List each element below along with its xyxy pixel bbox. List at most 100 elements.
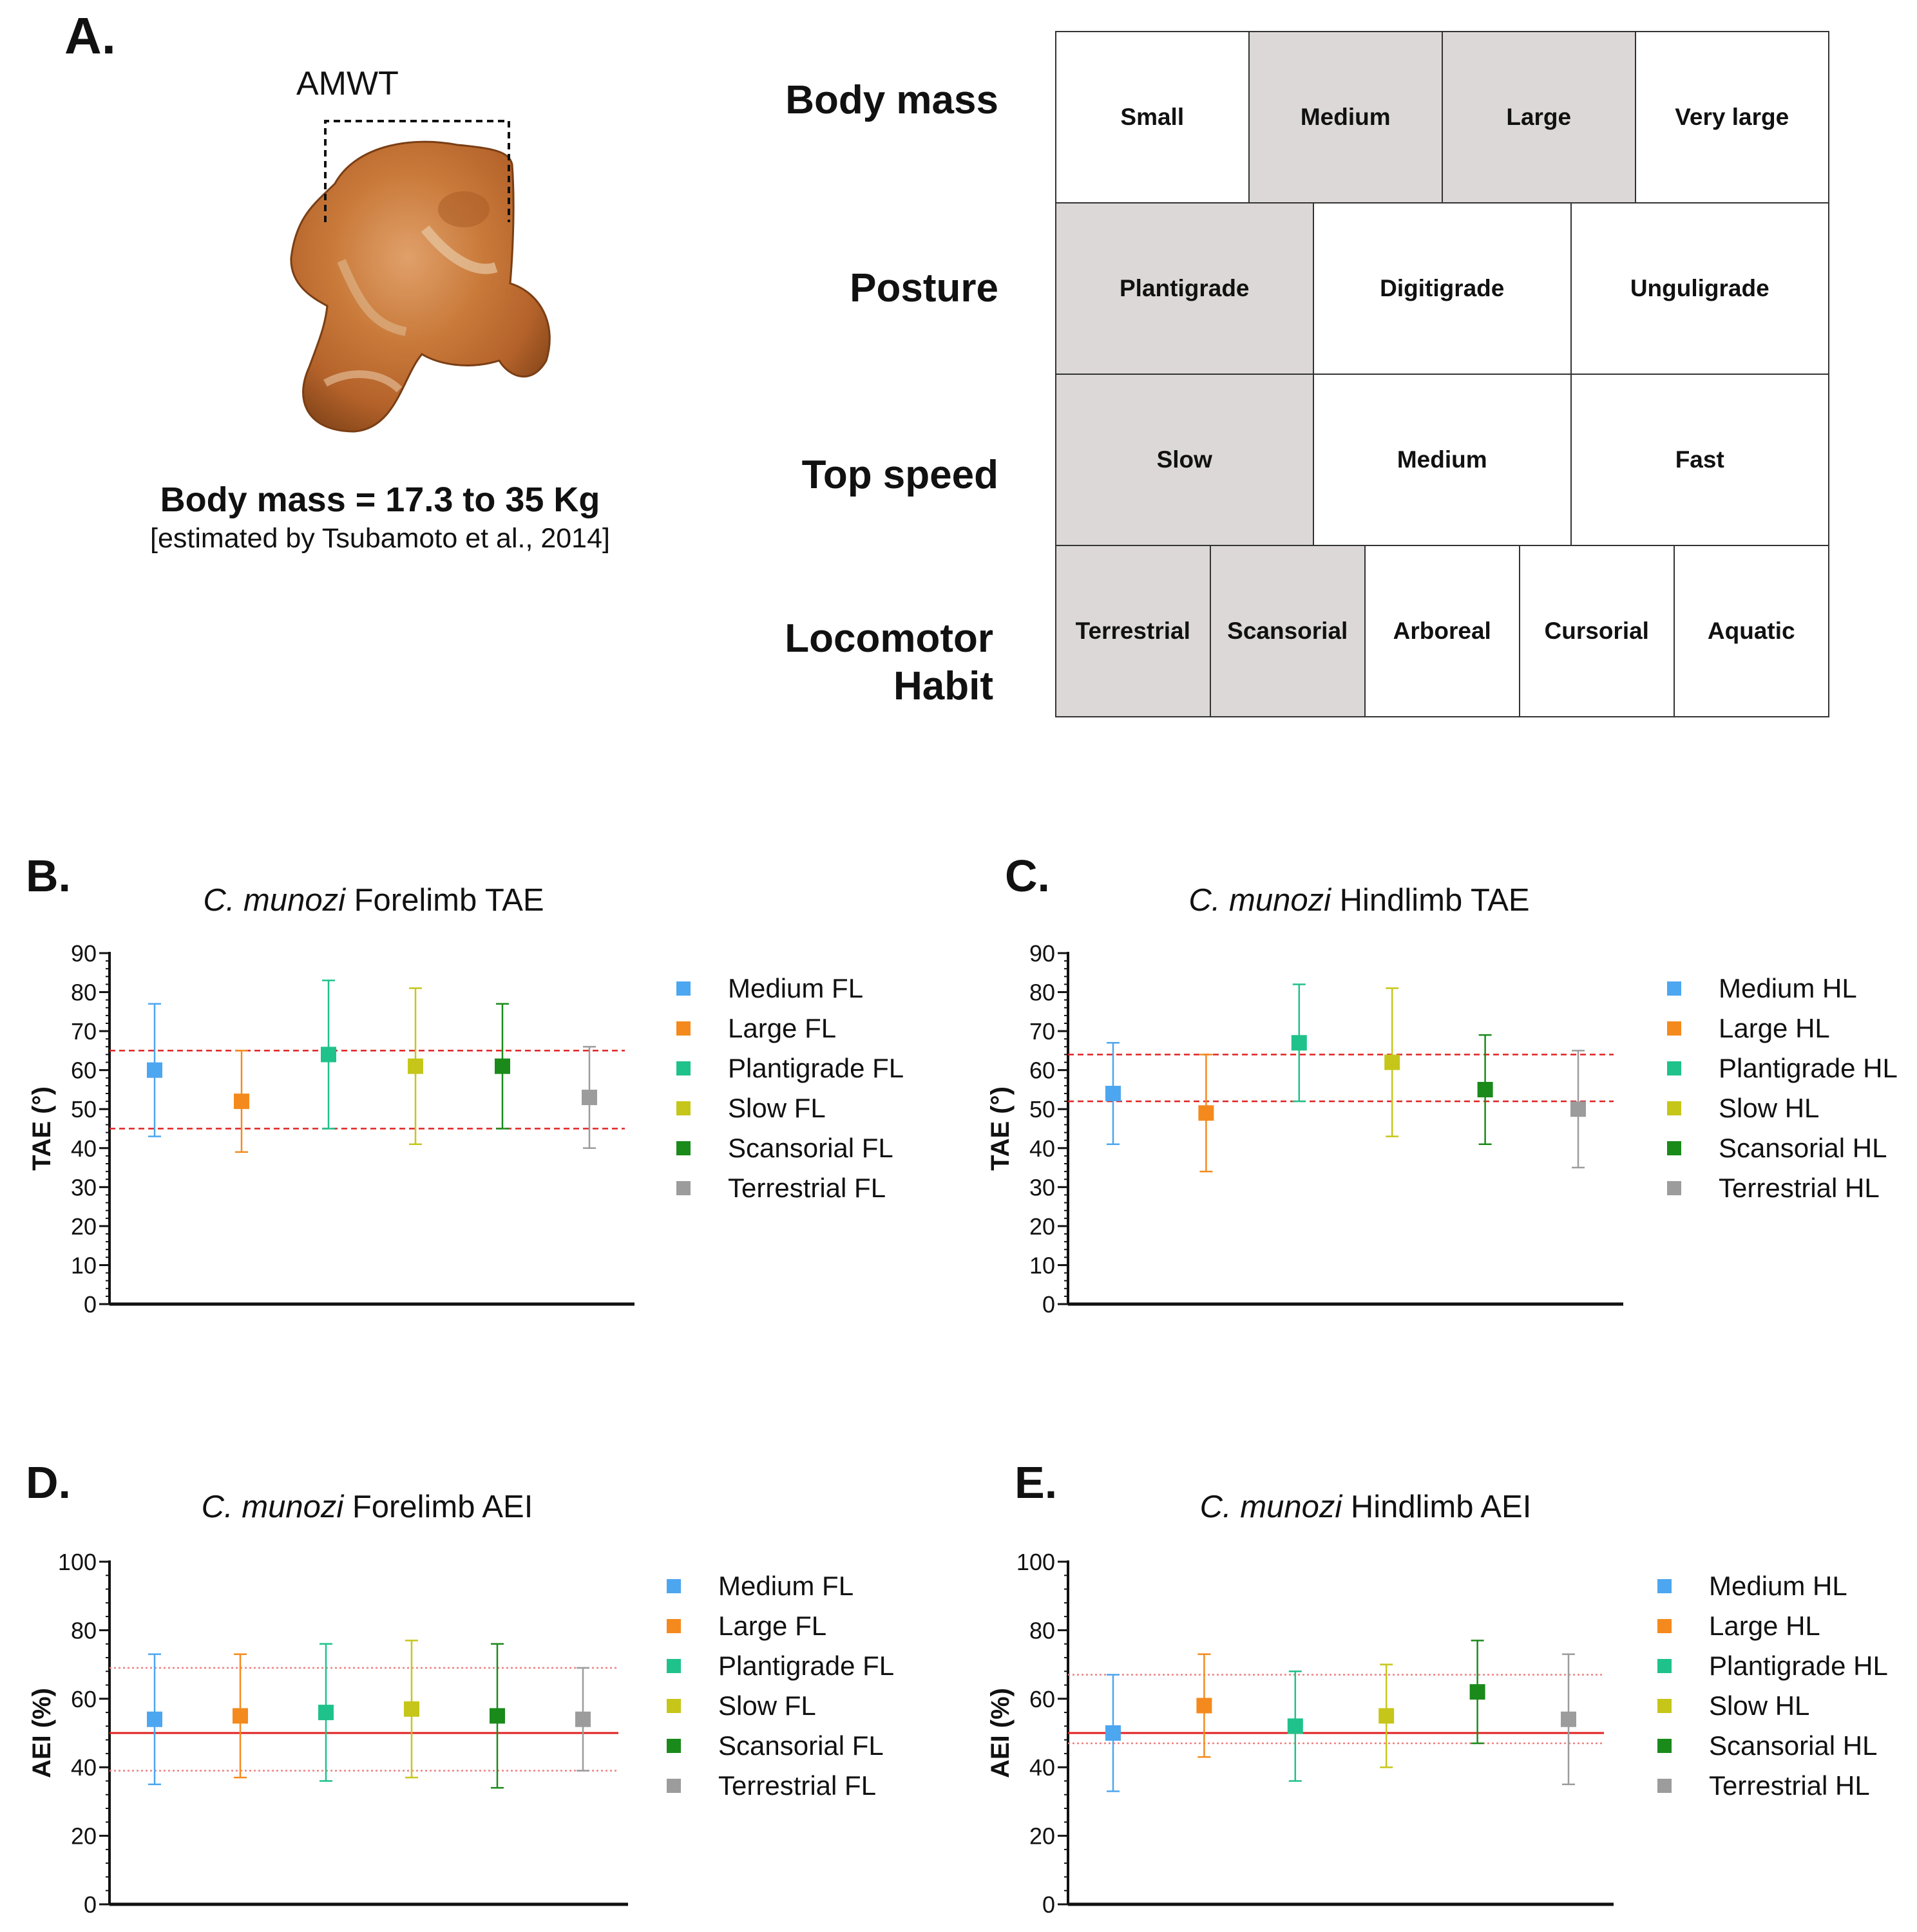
panel-c-letter: C. bbox=[1005, 851, 1050, 901]
trait-cell-large: Large bbox=[1441, 30, 1636, 204]
trait-cell-fast: Fast bbox=[1570, 373, 1829, 546]
data-point bbox=[1287, 1718, 1303, 1734]
chart-d-title: C. munozi Forelimb AEI bbox=[110, 1489, 625, 1525]
chart-d: 0 20 40 60 80 100 AEI (%) Medium FL Large FL Plan… bbox=[28, 1549, 894, 1918]
y-axis-label: AEI (%) bbox=[28, 1688, 56, 1778]
chart-d-title-rest: Forelimb AEI bbox=[352, 1490, 533, 1524]
y-axis-label: TAE (°) bbox=[28, 1086, 56, 1171]
legend-marker bbox=[1667, 981, 1681, 996]
legend-marker bbox=[1657, 1579, 1672, 1593]
y-tick-label: 20 bbox=[1029, 1213, 1055, 1240]
data-point bbox=[408, 1058, 423, 1074]
y-tick-label: 80 bbox=[1029, 1617, 1055, 1643]
trait-cell-plantigrade: Plantigrade bbox=[1054, 202, 1314, 375]
data-point bbox=[1198, 1105, 1214, 1121]
legend-marker bbox=[667, 1699, 681, 1713]
data-point bbox=[1105, 1086, 1121, 1101]
legend-marker bbox=[1667, 1021, 1681, 1036]
y-tick-label: 60 bbox=[1029, 1686, 1055, 1712]
legend-label: Slow HL bbox=[1709, 1690, 1809, 1721]
legend-label: Plantigrade HL bbox=[1719, 1053, 1898, 1083]
legend-label: Large FL bbox=[728, 1013, 836, 1043]
trait-cell-digitigrade: Digitigrade bbox=[1312, 202, 1572, 375]
chart-e-title: C. munozi Hindlimb AEI bbox=[1108, 1489, 1623, 1525]
data-point bbox=[1469, 1684, 1485, 1700]
trait-cell-slow: Slow bbox=[1054, 373, 1314, 546]
legend-marker bbox=[1657, 1699, 1672, 1713]
legend-marker bbox=[667, 1579, 681, 1593]
legend-marker bbox=[676, 1061, 691, 1075]
amwt-measure-bracket bbox=[324, 120, 510, 222]
talus-bone-image bbox=[290, 140, 551, 433]
y-tick-label: 0 bbox=[1042, 1891, 1055, 1918]
data-point bbox=[575, 1711, 591, 1727]
y-tick-label: 50 bbox=[71, 1096, 97, 1122]
legend-label: Slow FL bbox=[728, 1093, 826, 1123]
legend-marker bbox=[1657, 1659, 1672, 1673]
data-point bbox=[147, 1062, 162, 1078]
data-point bbox=[234, 1094, 249, 1110]
chart-c: 0 10 20 30 40 50 60 70 80 90 TAE (°) Medium HL Large… bbox=[986, 940, 1898, 1318]
body-mass-estimate: Body mass = 17.3 to 35 Kg bbox=[160, 480, 600, 519]
legend-label: Slow HL bbox=[1719, 1093, 1819, 1123]
data-point bbox=[495, 1058, 510, 1074]
y-tick-label: 40 bbox=[71, 1754, 97, 1781]
y-tick-label: 20 bbox=[71, 1213, 97, 1240]
legend-label: Scansorial FL bbox=[728, 1133, 893, 1163]
chart-b-title-rest: Forelimb TAE bbox=[354, 883, 544, 918]
legend-label: Slow FL bbox=[718, 1690, 816, 1721]
data-point bbox=[1561, 1711, 1576, 1727]
legend-marker bbox=[667, 1619, 681, 1633]
y-tick-label: 40 bbox=[71, 1135, 97, 1162]
data-point bbox=[1477, 1081, 1493, 1097]
data-point bbox=[490, 1708, 505, 1724]
y-tick-label: 80 bbox=[1029, 980, 1055, 1006]
trait-label-top-speed: Top speed bbox=[801, 453, 998, 497]
y-tick-label: 10 bbox=[71, 1252, 97, 1278]
y-tick-label: 40 bbox=[1029, 1135, 1055, 1162]
legend-label: Terrestrial HL bbox=[1709, 1770, 1870, 1801]
legend-label: Plantigrade FL bbox=[718, 1651, 894, 1681]
trait-label-posture: Posture bbox=[850, 266, 998, 310]
panel-a-letter: A. bbox=[64, 7, 116, 64]
data-point bbox=[321, 1046, 336, 1063]
panel-d-letter: D. bbox=[26, 1457, 71, 1508]
legend-marker bbox=[676, 1181, 691, 1195]
y-tick-label: 100 bbox=[58, 1549, 97, 1575]
legend-marker bbox=[676, 1101, 691, 1115]
body-mass-citation: [estimated by Tsubamoto et al., 2014] bbox=[150, 523, 610, 554]
data-point bbox=[1196, 1698, 1212, 1714]
y-tick-label: 10 bbox=[1029, 1252, 1055, 1278]
legend-label: Plantigrade FL bbox=[728, 1053, 904, 1083]
trait-cell-scansorial: Scansorial bbox=[1209, 544, 1366, 717]
y-tick-label: 60 bbox=[1029, 1057, 1055, 1084]
legend-label: Medium HL bbox=[1719, 973, 1857, 1003]
data-point bbox=[1570, 1101, 1586, 1117]
trait-row-body-mass: Small Medium Large Very large bbox=[1054, 30, 1829, 204]
y-tick-label: 20 bbox=[71, 1823, 97, 1850]
legend-label: Large HL bbox=[1719, 1013, 1830, 1043]
panel-e-letter: E. bbox=[1015, 1457, 1058, 1508]
y-tick-label: 60 bbox=[71, 1057, 97, 1084]
y-tick-label: 0 bbox=[84, 1291, 97, 1318]
y-tick-label: 90 bbox=[71, 940, 97, 967]
chart-e: 0 20 40 60 80 100 AEI (%) Medium HL Large HL Plan… bbox=[986, 1549, 1888, 1918]
y-tick-label: 70 bbox=[71, 1018, 97, 1045]
y-tick-label: 80 bbox=[71, 980, 97, 1006]
chart-c-title: C. munozi Hindlimb TAE bbox=[1102, 882, 1617, 918]
trait-cell-terrestrial: Terrestrial bbox=[1054, 544, 1211, 717]
legend-label: Terrestrial FL bbox=[728, 1173, 886, 1203]
y-axis-label: AEI (%) bbox=[986, 1688, 1015, 1778]
legend-marker bbox=[1657, 1739, 1672, 1753]
legend-label: Terrestrial HL bbox=[1719, 1173, 1880, 1203]
legend-label: Scansorial HL bbox=[1719, 1133, 1887, 1163]
data-point bbox=[1291, 1035, 1307, 1051]
y-tick-label: 90 bbox=[1029, 940, 1055, 967]
chart-b: 0 10 20 30 40 50 60 70 80 90 TAE (°) Medium FL Large… bbox=[28, 940, 904, 1318]
y-tick-label: 40 bbox=[1029, 1754, 1055, 1781]
y-tick-label: 0 bbox=[84, 1891, 97, 1918]
legend-marker bbox=[1667, 1101, 1681, 1115]
legend-marker bbox=[676, 1141, 691, 1155]
legend-label: Medium HL bbox=[1709, 1571, 1847, 1601]
legend-label: Scansorial HL bbox=[1709, 1730, 1877, 1761]
